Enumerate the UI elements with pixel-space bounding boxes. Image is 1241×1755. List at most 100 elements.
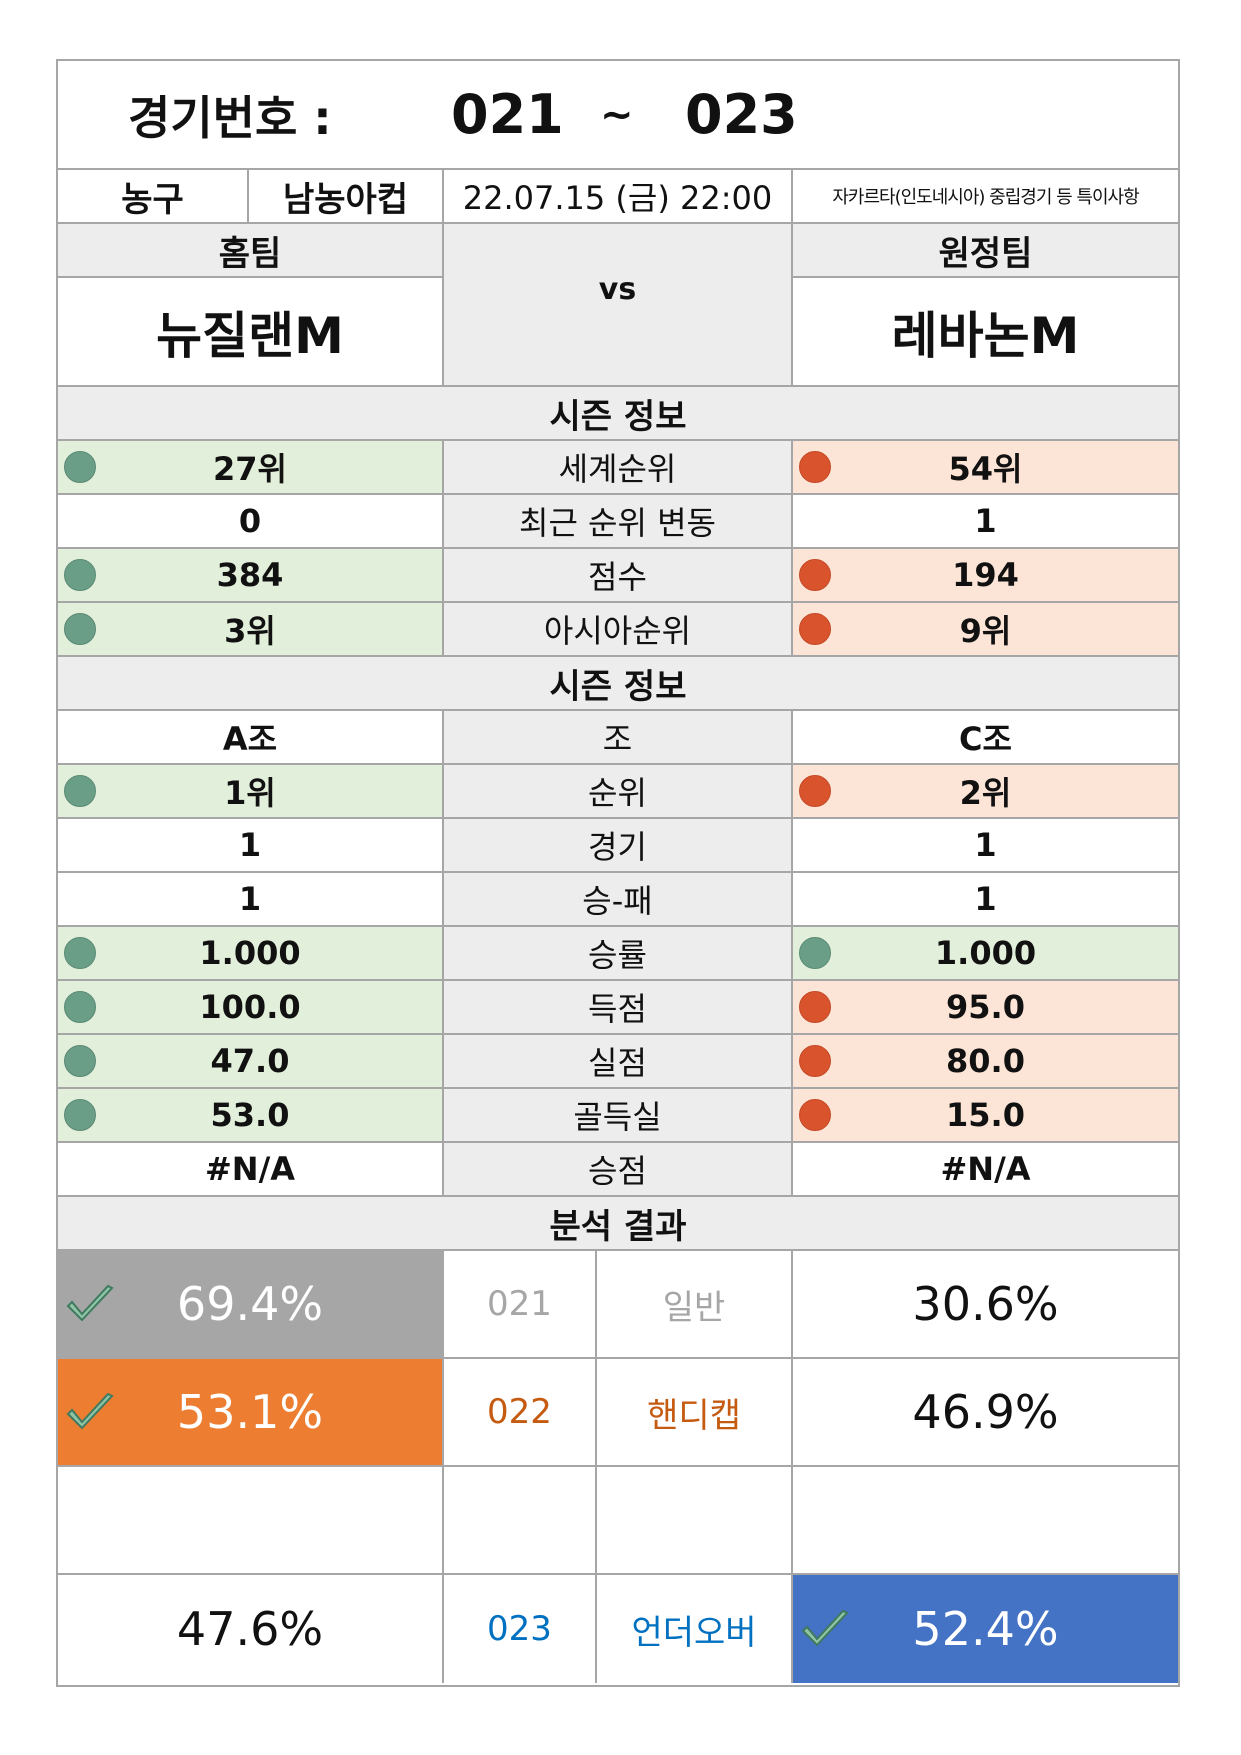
- away-probability-text: 52.4%: [912, 1602, 1059, 1656]
- home-probability: 69.4%: [58, 1251, 444, 1359]
- away-stat-cell-text: 9위: [959, 612, 1012, 650]
- away-team-name: 레바논M: [793, 278, 1178, 387]
- analysis-sheet: 경기번호 : 021 ~ 023 농구 남농아컵 22.07.15 (금) 22…: [56, 59, 1180, 1687]
- away-stat-cell: 2위: [793, 765, 1178, 819]
- green-circle-icon: [64, 451, 96, 483]
- home-stat-cell-text: 3위: [224, 612, 276, 650]
- home-stat-cell: #N/A: [58, 1143, 444, 1197]
- stat-label-cell-text: 승점: [588, 1152, 647, 1190]
- stat-label-cell: 승률: [444, 927, 793, 981]
- home-stat-cell: 1위: [58, 765, 444, 819]
- match-number-from: 021: [451, 83, 564, 146]
- bet-code: [444, 1467, 597, 1575]
- analysis-title: 분석 결과: [58, 1197, 1178, 1251]
- home-stat-cell: 3위: [58, 603, 444, 657]
- home-stat-cell-text: 1: [238, 880, 262, 918]
- home-stat-cell-text: 53.0: [210, 1096, 290, 1134]
- red-circle-icon: [799, 1099, 831, 1131]
- red-circle-icon: [799, 775, 831, 807]
- bet-type: 일반: [597, 1251, 793, 1359]
- checkmark-icon: [66, 1392, 114, 1430]
- away-stat-cell-text: 1.000: [934, 934, 1037, 972]
- red-circle-icon: [799, 559, 831, 591]
- stat-label-cell-text: 실점: [588, 1044, 647, 1082]
- checkmark-icon: [801, 1609, 849, 1647]
- green-circle-icon: [64, 559, 96, 591]
- home-probability: [58, 1467, 444, 1575]
- stat-label-cell-text: 골득실: [573, 1098, 662, 1136]
- home-probability-text: 53.1%: [176, 1385, 324, 1439]
- match-number-label: 경기번호 :: [128, 90, 332, 145]
- stat-label-cell-text: 세계순위: [558, 450, 677, 488]
- away-stat-cell-text: #N/A: [940, 1150, 1031, 1188]
- home-stat-cell: 27위: [58, 441, 444, 495]
- home-team-name: 뉴질랜M: [58, 278, 444, 387]
- special-note: 자카르타(인도네시아) 중립경기 등 특이사항: [793, 170, 1178, 224]
- red-circle-icon: [799, 451, 831, 483]
- bet-code-text: 021: [487, 1284, 552, 1324]
- vs-cell: vs: [444, 224, 793, 387]
- away-stat-cell: 80.0: [793, 1035, 1178, 1089]
- season-info-title: 시즌 정보: [58, 387, 1178, 441]
- red-circle-icon: [799, 991, 831, 1023]
- match-number-tilde: ~: [600, 91, 634, 138]
- stat-label-cell: 최근 순위 변동: [444, 495, 793, 549]
- home-stat-cell-text: 384: [216, 556, 284, 594]
- away-stat-cell-text: C조: [959, 720, 1012, 758]
- away-stat-cell-text: 95.0: [946, 988, 1025, 1026]
- match-number-to: 023: [685, 83, 798, 146]
- away-stat-cell: C조: [793, 711, 1178, 765]
- home-probability-text: 69.4%: [176, 1277, 324, 1331]
- away-stat-cell: 1.000: [793, 927, 1178, 981]
- away-stat-cell: 1: [793, 873, 1178, 927]
- stat-label-cell-text: 아시아순위: [543, 612, 692, 650]
- bet-type: [597, 1467, 793, 1575]
- sport-cell: 농구: [58, 170, 249, 224]
- home-stat-cell: 100.0: [58, 981, 444, 1035]
- away-stat-cell-text: 194: [952, 556, 1019, 594]
- bet-type-text: 핸디캡: [647, 1395, 741, 1436]
- stat-label-cell-text: 득점: [588, 990, 647, 1028]
- vs-label: vs: [598, 272, 637, 307]
- stat-label-cell-text: 경기: [588, 828, 647, 866]
- away-stat-cell: 1: [793, 819, 1178, 873]
- stat-label-cell-text: 점수: [588, 558, 647, 596]
- stat-label-cell-text: 조: [602, 720, 633, 758]
- bet-code: 023: [444, 1575, 597, 1683]
- green-circle-icon: [64, 1045, 96, 1077]
- away-stat-cell-text: 15.0: [946, 1096, 1025, 1134]
- red-circle-icon: [799, 1045, 831, 1077]
- green-circle-icon: [64, 991, 96, 1023]
- bet-type-text: 일반: [662, 1287, 726, 1328]
- home-probability-text: 47.6%: [176, 1602, 324, 1656]
- home-stat-cell: A조: [58, 711, 444, 765]
- green-circle-icon: [64, 775, 96, 807]
- stat-label-cell: 승점: [444, 1143, 793, 1197]
- stat-label-cell: 아시아순위: [444, 603, 793, 657]
- away-stat-cell: 194: [793, 549, 1178, 603]
- home-stat-cell-text: 1: [238, 826, 262, 864]
- away-stat-cell: 1: [793, 495, 1178, 549]
- home-team-label: 홈팀: [58, 224, 444, 278]
- away-stat-cell: 15.0: [793, 1089, 1178, 1143]
- home-stat-cell: 47.0: [58, 1035, 444, 1089]
- stat-label-cell: 점수: [444, 549, 793, 603]
- home-stat-cell-text: #N/A: [204, 1150, 296, 1188]
- bet-code-text: 023: [487, 1609, 552, 1649]
- away-stat-cell: #N/A: [793, 1143, 1178, 1197]
- away-probability: [793, 1467, 1178, 1575]
- home-stat-cell-text: 100.0: [199, 988, 301, 1026]
- away-stat-cell-text: 2위: [959, 774, 1012, 812]
- stat-label-cell: 실점: [444, 1035, 793, 1089]
- green-circle-icon: [64, 613, 96, 645]
- away-stat-cell: 95.0: [793, 981, 1178, 1035]
- home-stat-cell: 0: [58, 495, 444, 549]
- green-circle-icon: [799, 937, 831, 969]
- stat-label-cell: 승-패: [444, 873, 793, 927]
- stat-label-cell-text: 최근 순위 변동: [519, 504, 716, 542]
- stat-label-cell: 경기: [444, 819, 793, 873]
- away-stat-cell-text: 1: [974, 880, 997, 918]
- stat-label-cell-text: 순위: [588, 774, 647, 812]
- red-circle-icon: [799, 613, 831, 645]
- match-datetime: 22.07.15 (금) 22:00: [444, 170, 793, 224]
